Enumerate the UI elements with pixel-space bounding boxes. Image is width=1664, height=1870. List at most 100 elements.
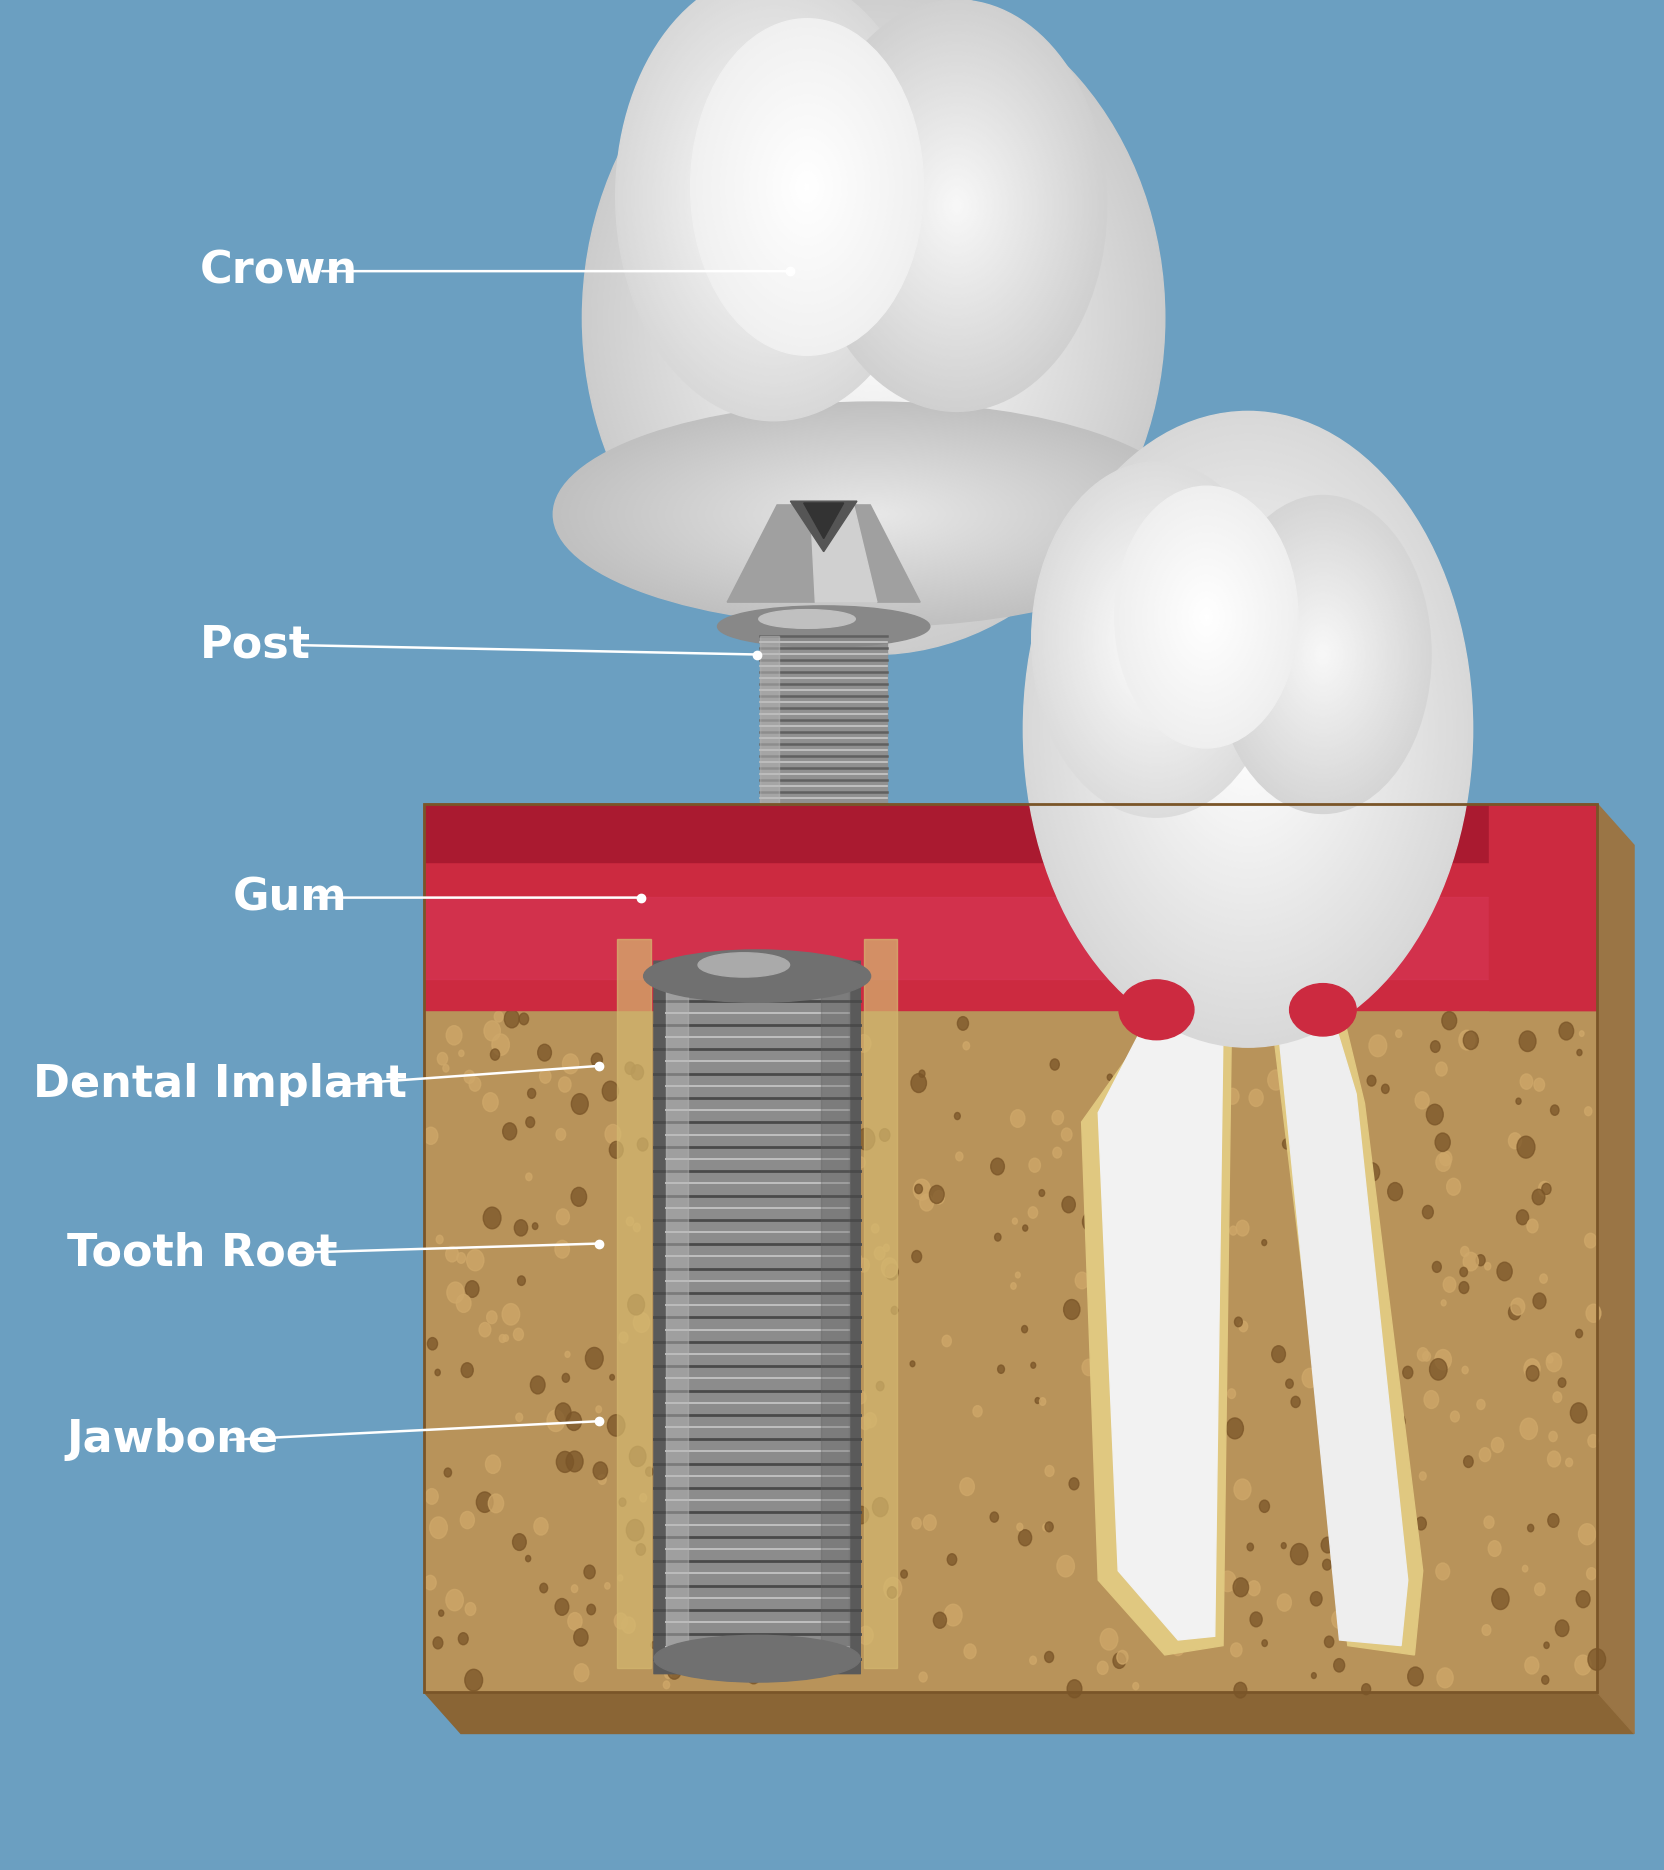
- Ellipse shape: [569, 408, 1178, 621]
- Ellipse shape: [945, 1604, 962, 1625]
- Ellipse shape: [637, 45, 1110, 591]
- Ellipse shape: [691, 19, 924, 355]
- Ellipse shape: [1070, 479, 1426, 980]
- Ellipse shape: [1045, 479, 1270, 800]
- Ellipse shape: [514, 1328, 524, 1341]
- Ellipse shape: [1023, 1225, 1028, 1230]
- Ellipse shape: [1201, 610, 1211, 625]
- Ellipse shape: [654, 1634, 860, 1683]
- Ellipse shape: [735, 1122, 747, 1137]
- Ellipse shape: [707, 125, 1040, 511]
- Ellipse shape: [637, 1139, 647, 1152]
- Ellipse shape: [754, 471, 993, 557]
- Ellipse shape: [1498, 1262, 1513, 1281]
- Ellipse shape: [566, 1352, 571, 1358]
- Ellipse shape: [1137, 610, 1178, 669]
- Ellipse shape: [1235, 711, 1261, 748]
- Ellipse shape: [456, 1294, 471, 1313]
- Ellipse shape: [1063, 507, 1250, 772]
- Ellipse shape: [764, 1159, 777, 1174]
- Ellipse shape: [782, 1206, 789, 1216]
- Ellipse shape: [832, 271, 915, 365]
- Ellipse shape: [1381, 1085, 1389, 1094]
- Ellipse shape: [697, 453, 1050, 576]
- Ellipse shape: [571, 1187, 587, 1206]
- Ellipse shape: [716, 114, 832, 279]
- Ellipse shape: [714, 1354, 721, 1363]
- Ellipse shape: [1226, 1088, 1240, 1105]
- Ellipse shape: [737, 144, 810, 249]
- Ellipse shape: [1196, 1139, 1213, 1159]
- Ellipse shape: [895, 120, 1018, 292]
- Ellipse shape: [792, 1343, 797, 1350]
- Ellipse shape: [930, 1186, 943, 1204]
- Ellipse shape: [1067, 512, 1246, 767]
- Ellipse shape: [1459, 1281, 1469, 1294]
- Ellipse shape: [626, 0, 922, 406]
- Ellipse shape: [1088, 542, 1225, 737]
- Ellipse shape: [915, 1184, 922, 1193]
- Ellipse shape: [1228, 701, 1268, 757]
- Ellipse shape: [429, 1517, 448, 1539]
- Ellipse shape: [764, 181, 784, 211]
- Ellipse shape: [887, 1586, 897, 1599]
- Ellipse shape: [1356, 1546, 1369, 1560]
- Ellipse shape: [1439, 1150, 1453, 1165]
- Ellipse shape: [562, 1373, 569, 1382]
- Ellipse shape: [1311, 1672, 1316, 1679]
- Ellipse shape: [1479, 1447, 1491, 1462]
- Ellipse shape: [647, 17, 900, 376]
- Ellipse shape: [1043, 1524, 1048, 1532]
- Ellipse shape: [459, 1051, 464, 1057]
- Ellipse shape: [1459, 1030, 1474, 1049]
- Text: Dental Implant: Dental Implant: [33, 1064, 408, 1105]
- Ellipse shape: [1305, 628, 1341, 681]
- Ellipse shape: [706, 39, 909, 335]
- Ellipse shape: [682, 65, 865, 327]
- Ellipse shape: [1035, 426, 1461, 1032]
- Ellipse shape: [1218, 688, 1278, 770]
- Ellipse shape: [1235, 1316, 1243, 1326]
- Ellipse shape: [1022, 1326, 1028, 1333]
- Ellipse shape: [699, 32, 915, 342]
- Ellipse shape: [1216, 684, 1280, 774]
- Ellipse shape: [596, 1406, 602, 1414]
- Ellipse shape: [948, 194, 965, 217]
- Ellipse shape: [1198, 604, 1216, 630]
- Ellipse shape: [847, 288, 900, 348]
- Ellipse shape: [444, 1468, 451, 1477]
- Ellipse shape: [636, 1543, 646, 1556]
- Ellipse shape: [820, 1195, 825, 1201]
- Ellipse shape: [825, 24, 1088, 387]
- Ellipse shape: [905, 135, 1010, 277]
- Ellipse shape: [955, 1113, 960, 1120]
- Ellipse shape: [812, 247, 935, 389]
- Ellipse shape: [815, 1604, 834, 1625]
- Ellipse shape: [1230, 516, 1416, 793]
- Ellipse shape: [697, 88, 850, 305]
- Ellipse shape: [732, 1676, 739, 1681]
- Ellipse shape: [1062, 1197, 1075, 1214]
- Ellipse shape: [995, 1234, 1002, 1242]
- Ellipse shape: [1191, 1345, 1203, 1359]
- Ellipse shape: [739, 148, 809, 245]
- Ellipse shape: [762, 475, 985, 554]
- Ellipse shape: [822, 258, 927, 378]
- Ellipse shape: [1270, 1019, 1281, 1034]
- Ellipse shape: [835, 275, 912, 361]
- Ellipse shape: [1235, 1683, 1246, 1698]
- Ellipse shape: [1587, 1434, 1599, 1447]
- Ellipse shape: [1042, 477, 1271, 802]
- Ellipse shape: [649, 436, 1098, 593]
- Ellipse shape: [1236, 712, 1260, 744]
- Ellipse shape: [1173, 625, 1323, 834]
- Ellipse shape: [461, 1511, 474, 1528]
- Ellipse shape: [730, 1083, 745, 1101]
- Ellipse shape: [464, 1070, 474, 1083]
- Ellipse shape: [1150, 630, 1163, 649]
- Ellipse shape: [1057, 1556, 1075, 1576]
- Ellipse shape: [1178, 630, 1318, 828]
- Ellipse shape: [621, 0, 927, 413]
- Ellipse shape: [817, 494, 930, 535]
- Ellipse shape: [850, 505, 897, 522]
